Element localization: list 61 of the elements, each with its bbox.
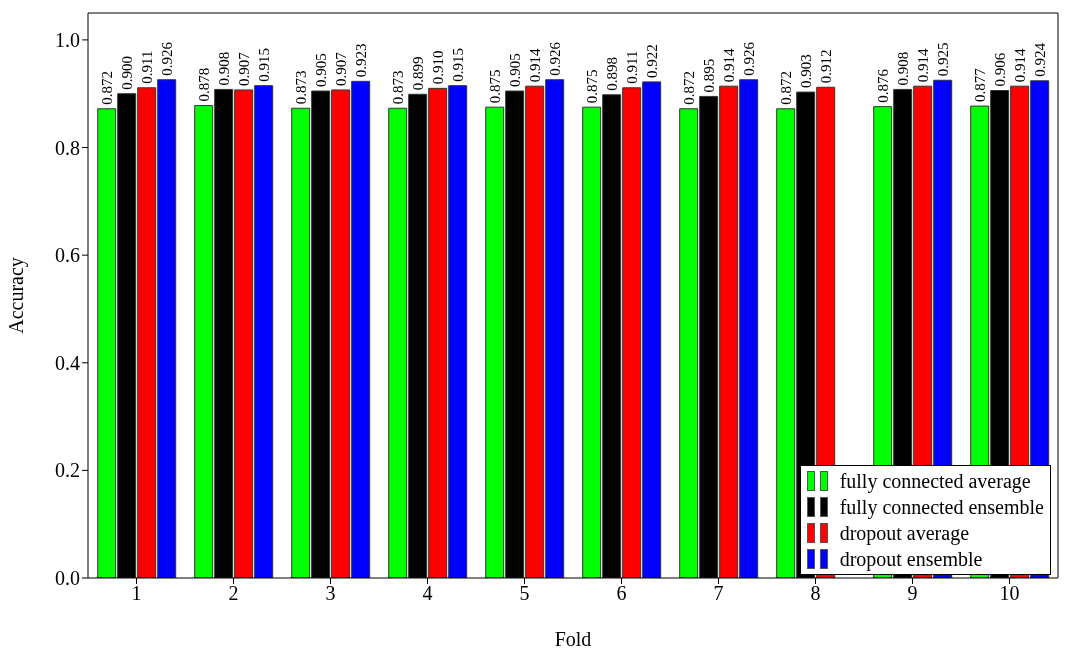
x-tick-label: 5 [519, 582, 530, 605]
data-label: 0.925 [934, 42, 951, 77]
data-label: 0.908 [894, 51, 911, 86]
data-label: 0.878 [195, 67, 212, 102]
x-tick-label: 3 [325, 582, 336, 605]
data-label: 0.903 [797, 54, 814, 89]
data-label: 0.875 [583, 69, 600, 104]
data-label: 0.873 [292, 70, 309, 105]
data-label: 0.911 [138, 50, 155, 84]
legend-label: fully connected average [839, 469, 1031, 493]
legend-label: dropout ensemble [839, 547, 983, 571]
x-tick-label: 9 [907, 582, 918, 605]
data-label: 0.922 [643, 44, 660, 78]
data-label: 0.873 [389, 70, 406, 105]
data-label: 0.912 [817, 49, 834, 84]
data-label: 0.926 [158, 41, 175, 76]
data-label: 0.876 [874, 68, 891, 103]
data-label: 0.914 [720, 47, 737, 83]
legend-label: dropout average [839, 521, 970, 545]
data-label: 0.915 [255, 47, 272, 82]
data-label: 0.923 [352, 43, 369, 78]
data-label: 0.872 [98, 71, 115, 105]
data-label: 0.924 [1031, 42, 1048, 77]
x-tick-label: 2 [228, 582, 239, 605]
data-label: 0.872 [777, 71, 794, 105]
x-tick-label: 7 [713, 582, 724, 605]
x-axis-title: Fold [554, 628, 592, 650]
data-label: 0.898 [603, 57, 620, 91]
data-label: 0.875 [486, 69, 503, 104]
x-tick-label: 4 [422, 582, 433, 605]
data-label: 0.905 [312, 53, 329, 88]
x-tick-label: 6 [616, 582, 627, 605]
data-label: 0.915 [449, 47, 466, 82]
data-label: 0.911 [623, 50, 640, 84]
data-label: 0.906 [991, 52, 1008, 87]
data-label: 0.926 [740, 41, 757, 76]
data-label: 0.914 [526, 47, 543, 83]
y-tick-label: 0.4 [55, 351, 80, 374]
data-label: 0.910 [429, 50, 446, 85]
x-tick-label: 1 [131, 582, 142, 605]
y-tick-label: 0.8 [55, 136, 80, 159]
data-label: 0.914 [1011, 47, 1028, 83]
data-label: 0.907 [332, 51, 349, 86]
data-label: 0.914 [914, 47, 931, 83]
data-label: 0.877 [971, 67, 988, 103]
data-label: 0.926 [546, 41, 563, 76]
data-label: 0.908 [215, 51, 232, 86]
data-label: 0.899 [409, 56, 426, 91]
y-axis-title: Accuracy [5, 257, 29, 334]
x-tick-label: 10 [999, 582, 1020, 605]
y-tick-label: 1.0 [55, 29, 80, 51]
data-label: 0.900 [118, 55, 135, 90]
legend-label: fully connected ensemble [839, 495, 1044, 519]
x-tick-label: 8 [810, 582, 821, 605]
data-label: 0.907 [235, 51, 252, 86]
y-tick-label: 0.2 [55, 459, 80, 482]
data-label: 0.872 [680, 71, 697, 105]
data-label: 0.905 [506, 53, 523, 88]
y-tick-label: 0.0 [55, 567, 80, 590]
data-label: 0.895 [700, 58, 717, 93]
y-tick-label: 0.6 [55, 244, 80, 267]
